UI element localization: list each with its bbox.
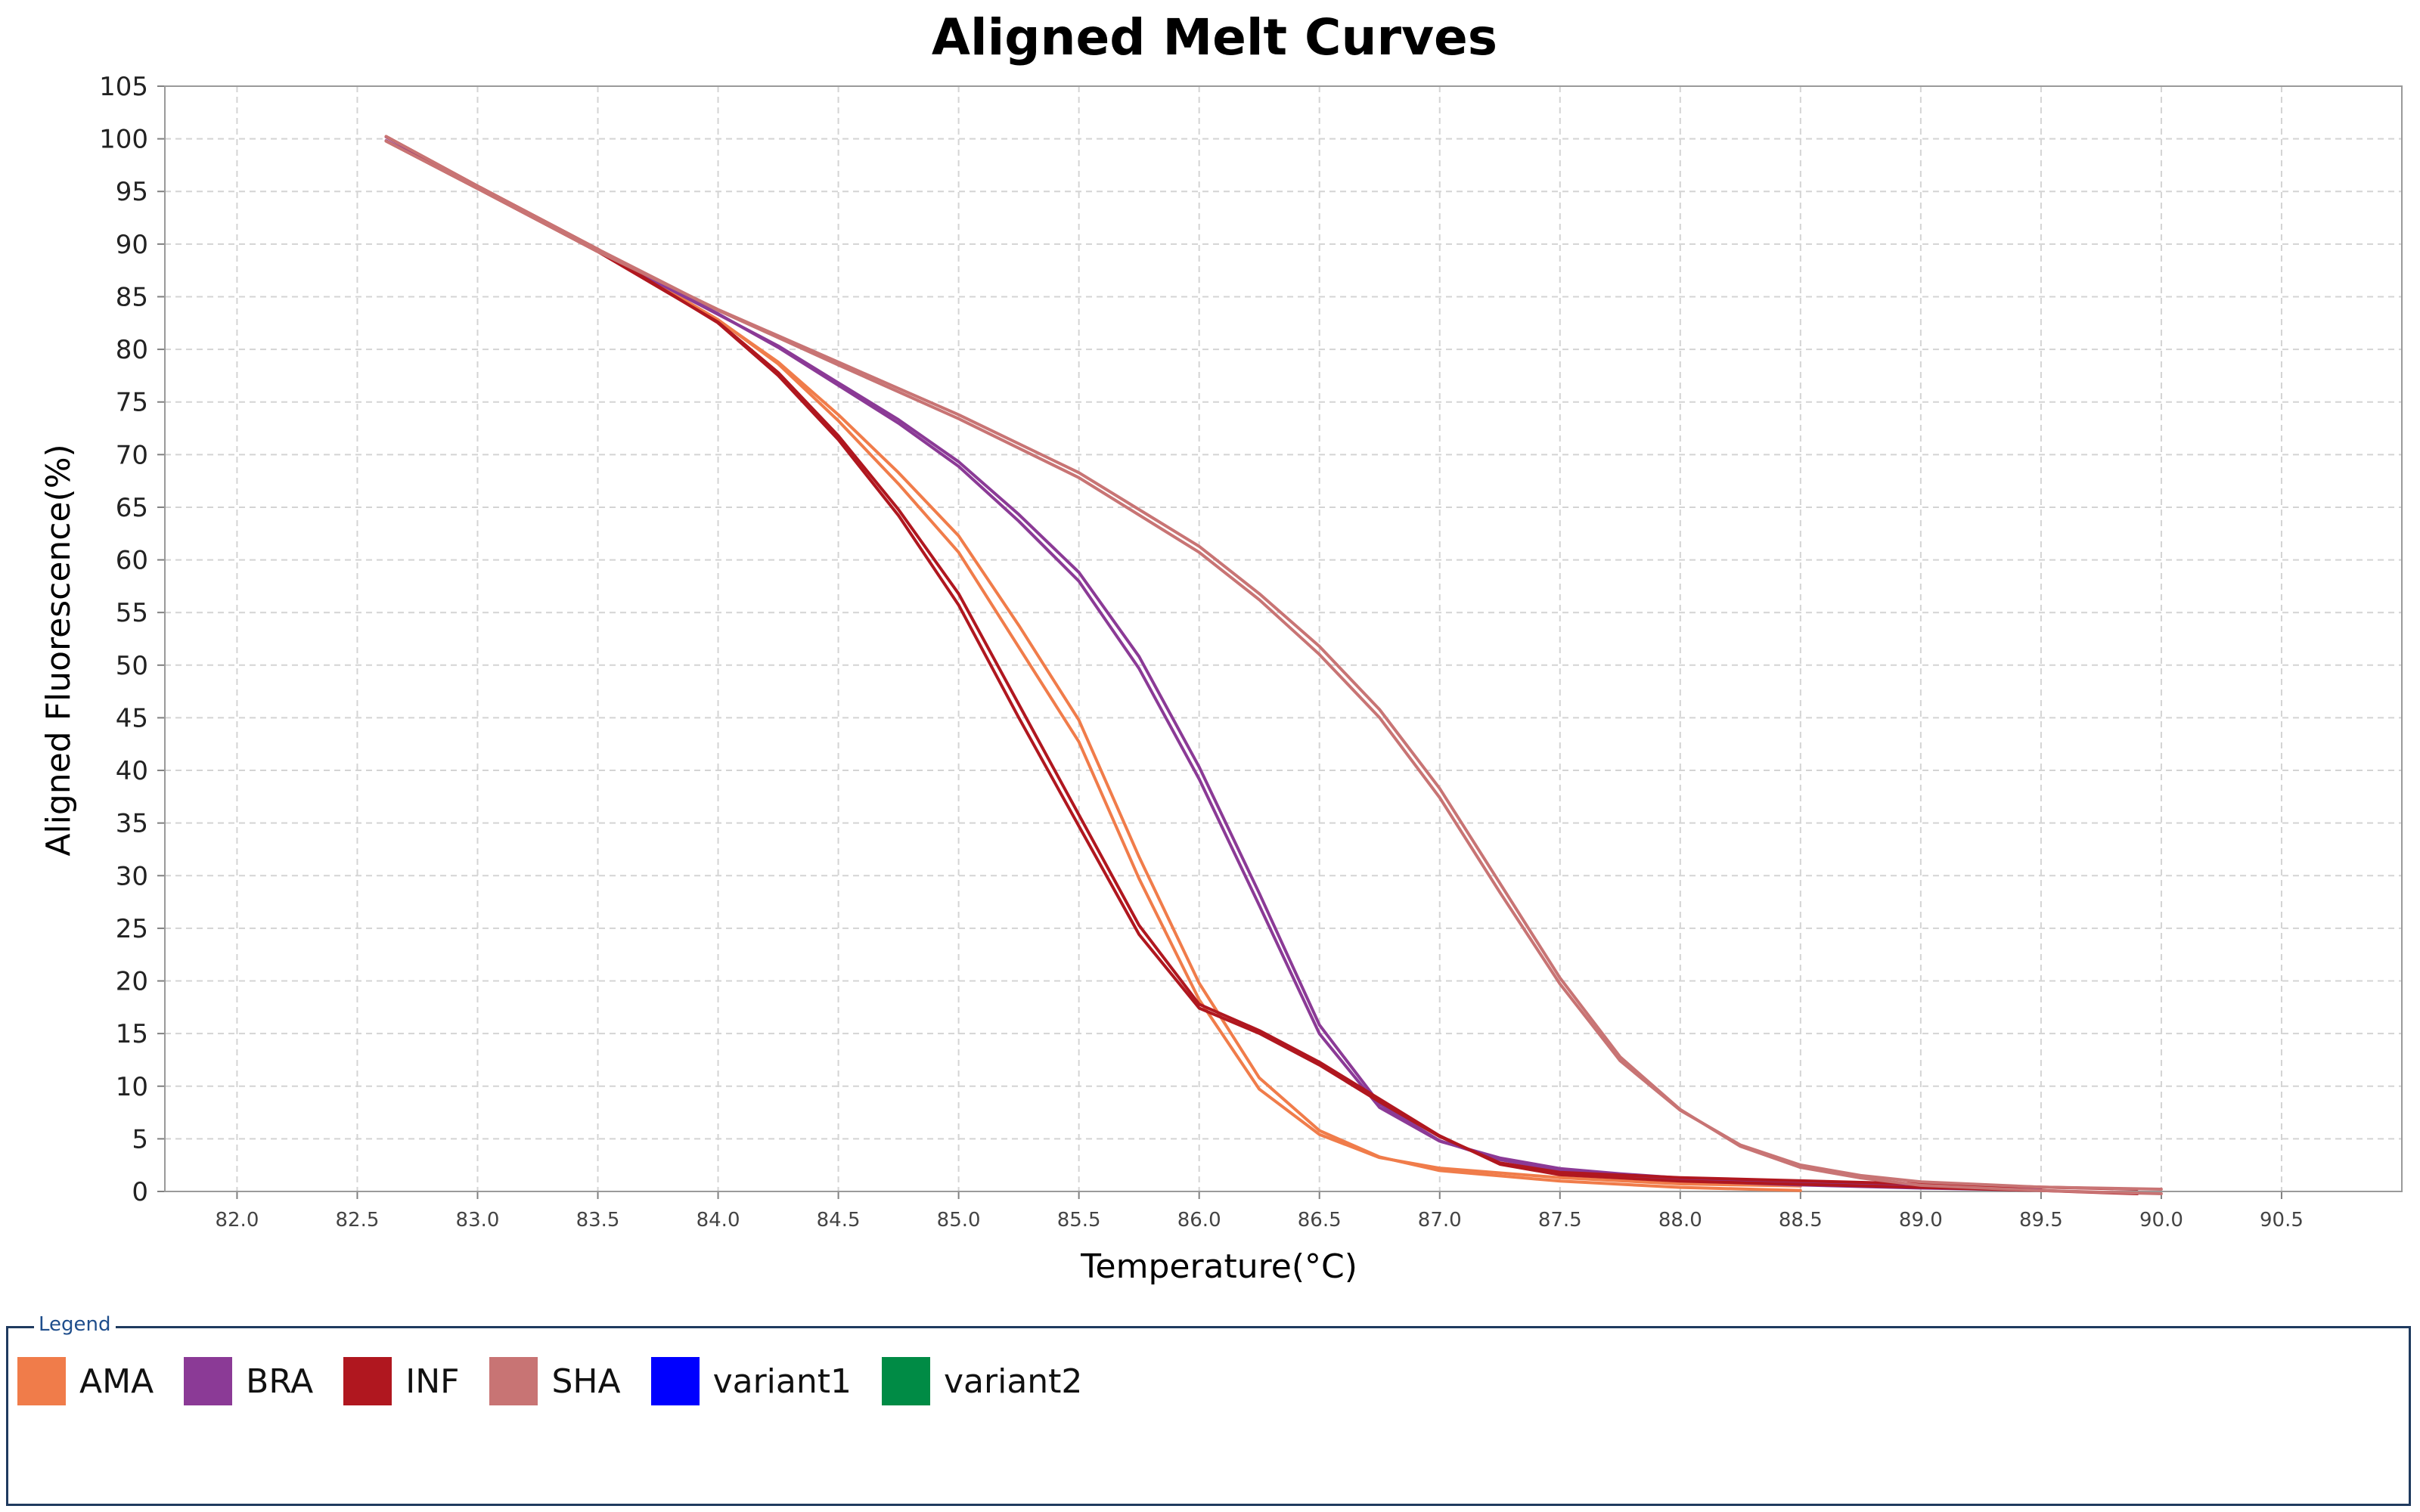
y-tick-label: 80 [116,335,148,365]
y-tick-label: 85 [116,282,148,312]
series-line-ama [384,135,1802,1188]
x-tick-label: 88.0 [1658,1209,1702,1232]
y-tick-label: 25 [116,914,148,944]
legend-label: variant2 [944,1362,1083,1401]
y-tick-label: 90 [116,230,148,260]
legend-item-variant2: variant2 [882,1357,1082,1405]
series-line-inf [384,135,2139,1191]
y-tick-label: 5 [132,1124,148,1154]
y-tick-label: 100 [99,125,148,155]
legend-item-sha: SHA [489,1357,621,1405]
legend-item-ama: AMA [17,1357,154,1405]
y-tick-label: 70 [116,440,148,470]
x-tick-label: 86.5 [1298,1209,1342,1232]
x-tick-label: 85.5 [1057,1209,1101,1232]
x-tick-label: 83.0 [456,1209,500,1232]
legend-items: AMA BRA INF SHA variant1 variant2 [17,1357,1112,1405]
x-tick-label: 82.0 [215,1209,259,1232]
y-tick-label: 50 [116,651,148,681]
chart-title: Aligned Melt Curves [932,8,1497,67]
plot-area: 82.0 82.5 83.0 83.5 84.0 84.5 85.0 85.5 86.0 86.5… [99,72,2403,1232]
series-line-inf [384,139,2139,1195]
plot-background [165,86,2402,1191]
y-tick-label: 30 [116,861,148,891]
y-tick-label: 95 [116,177,148,207]
legend-panel: Legend AMA BRA INF SHA variant1 variant2 [6,1313,2411,1506]
y-tick-label: 65 [116,493,148,523]
legend-swatch [343,1357,392,1405]
legend-swatch [489,1357,538,1405]
legend-label: INF [405,1362,460,1401]
x-tick-label: 84.5 [817,1209,861,1232]
legend-swatch [17,1357,66,1405]
legend-label: variant1 [712,1362,852,1401]
x-axis-label: Temperature(°C) [1080,1247,1357,1286]
y-tick-label: 60 [116,546,148,576]
y-tick-label: 45 [116,703,148,733]
x-tick-label: 83.5 [576,1209,620,1232]
legend-title: Legend [34,1313,116,1336]
x-tick-label: 88.5 [1779,1209,1823,1232]
y-tick-label: 20 [116,967,148,997]
x-tick-label: 87.0 [1418,1209,1462,1232]
series-lines [384,135,2163,1195]
x-tick-label: 82.5 [336,1209,380,1232]
y-tick-label: 105 [99,72,148,102]
y-tick-label: 10 [116,1072,148,1102]
series-line-sha [384,139,2163,1195]
x-tick-label: 86.0 [1177,1209,1221,1232]
x-tick-label: 85.0 [937,1209,981,1232]
x-tick-label: 90.0 [2139,1209,2183,1232]
series-line-sha [384,135,2163,1191]
legend-swatch [882,1357,930,1405]
y-tick-label: 15 [116,1019,148,1049]
legend-item-inf: INF [343,1357,459,1405]
y-tick-label: 55 [116,598,148,628]
x-tick-label: 87.5 [1538,1209,1582,1232]
legend-swatch [184,1357,233,1405]
y-tick-label: 0 [132,1177,148,1207]
y-tick-label: 75 [116,388,148,418]
y-tick-label: 40 [116,756,148,786]
legend-item-bra: BRA [184,1357,313,1405]
legend-label: SHA [551,1362,621,1401]
legend-label: BRA [246,1362,314,1401]
plot-border [164,85,2403,1192]
legend-swatch [650,1357,700,1405]
melt-curve-chart: Aligned Melt Curves 82.0 82.5 83.0 83.5 84.0… [39,8,2403,1286]
legend-item-variant1: variant1 [650,1357,852,1405]
y-axis-label: Aligned Fluorescence(%) [39,444,78,856]
x-tick-label: 84.0 [697,1209,740,1232]
x-tick-label: 89.5 [2019,1209,2063,1232]
x-tick-label: 89.0 [1899,1209,1943,1232]
y-tick-label: 35 [116,809,148,839]
legend-label: AMA [79,1362,154,1401]
x-tick-label: 90.5 [2260,1209,2304,1232]
